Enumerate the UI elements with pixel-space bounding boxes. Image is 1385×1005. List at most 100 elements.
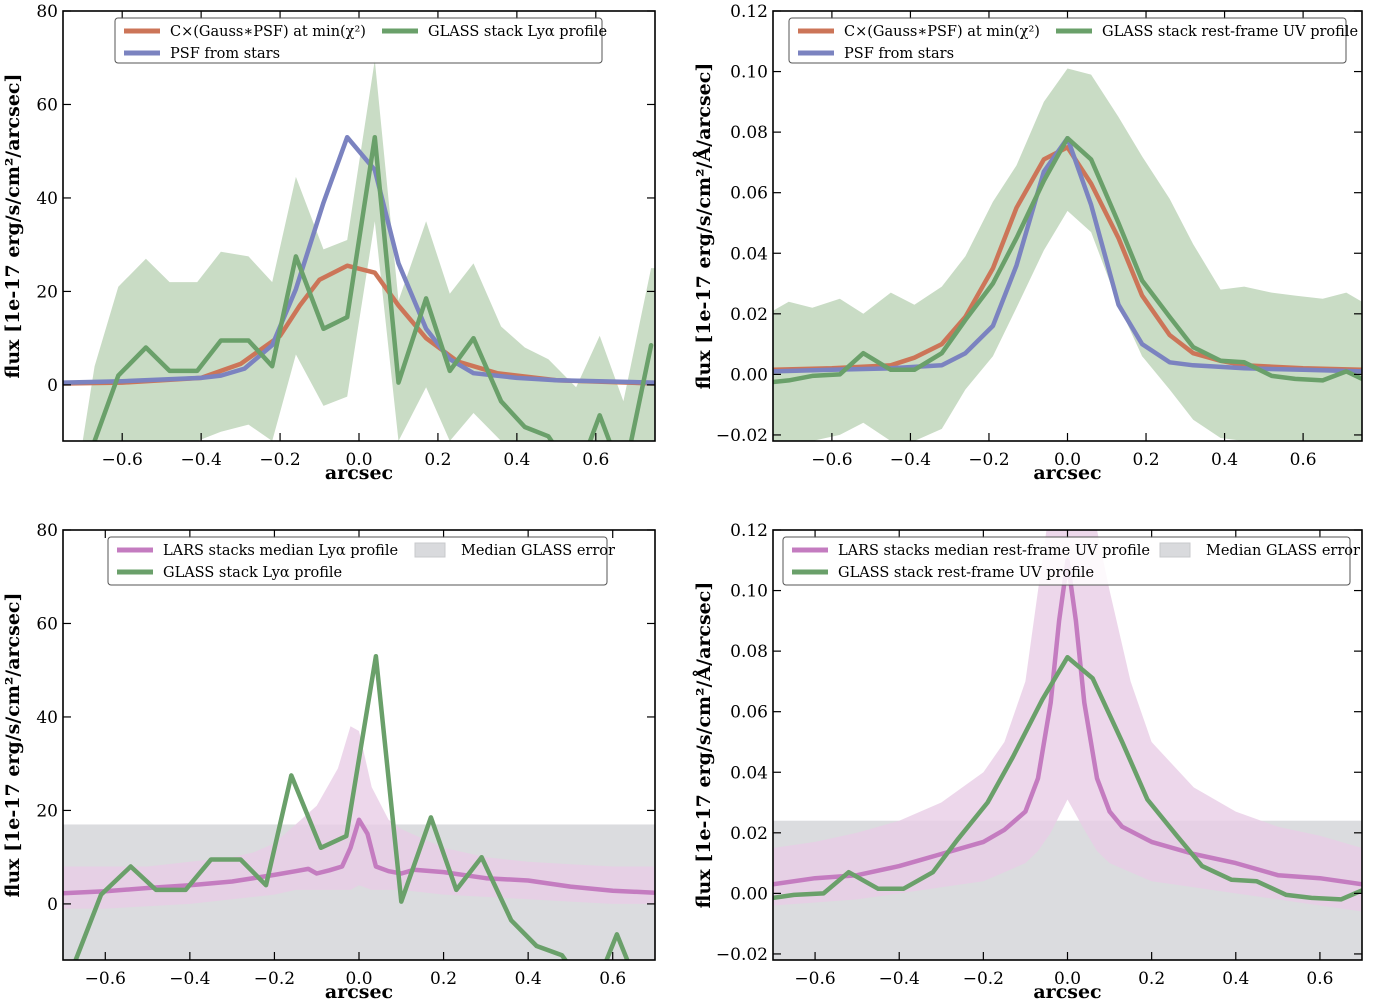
legend-label: LARS stacks median Lyα profile (163, 543, 398, 559)
series-line-glass (773, 654, 1362, 902)
legend: LARS stacks median Lyα profile GLASS stac… (107, 536, 615, 586)
y-axis-label: flux [1e-17 erg/s/cm²/arcsec] (2, 74, 24, 379)
legend-box (788, 17, 1347, 64)
y-tick-label: −0.02 (716, 426, 768, 446)
y-tick-label: 20 (36, 282, 58, 302)
y-tick-label: 80 (36, 2, 58, 22)
x-tick-label: 0.0 (1054, 969, 1081, 989)
panel-uv-lars: −0.6 −0.4 −0.2 0.0 0.2 0.4 0.6 −0.02 0.00 0.02 0.0… (692, 521, 1363, 1003)
legend: C×(Gauss∗PSF) at min(χ²) PSF from stars GL… (114, 17, 607, 64)
plot-area (63, 653, 655, 960)
x-tick-label: −0.6 (102, 450, 143, 470)
y-tick-label: 0.06 (730, 184, 768, 204)
y-tick-label: −0.02 (716, 945, 768, 965)
y-tick-label: 20 (36, 801, 58, 821)
x-tick-label: 0.6 (1290, 450, 1317, 470)
uncertainty-band-0 (773, 68, 1362, 441)
y-axis-label: flux [1e-17 erg/s/cm²/Å/arcsec] (692, 63, 715, 390)
x-tick-label: 0.6 (1306, 969, 1333, 989)
legend-swatch (414, 542, 446, 558)
x-tick-label: −0.4 (169, 969, 210, 989)
x-tick-label: −0.6 (794, 969, 835, 989)
panel-lya-model: −0.6 −0.4 −0.2 0.0 0.2 0.4 0.6 0 20 40 60 80 arcsec f… (2, 2, 656, 484)
x-tick-label: −0.2 (968, 450, 1009, 470)
x-tick-label: 0.4 (503, 450, 530, 470)
x-tick-label: −0.4 (879, 969, 920, 989)
x-tick-label: 0.0 (345, 969, 372, 989)
y-tick-label: 0.00 (730, 884, 768, 904)
x-tick-label: 0.0 (345, 450, 372, 470)
uncertainty-band-0 (63, 726, 655, 909)
y-axis-label: flux [1e-17 erg/s/cm²/Å/arcsec] (692, 582, 715, 909)
x-tick-label: 0.0 (1054, 450, 1081, 470)
y-tick-label: 80 (36, 521, 58, 541)
x-tick-label: −0.4 (180, 450, 221, 470)
legend-label: GLASS stack Lyα profile (163, 565, 342, 581)
y-tick-label: 0.04 (730, 763, 768, 783)
x-tick-label: 0.4 (515, 969, 542, 989)
series-line-lars (773, 558, 1362, 887)
y-tick-label: 60 (36, 95, 58, 115)
series-line-glass (73, 653, 630, 960)
x-tick-label: −0.4 (890, 450, 931, 470)
y-tick-label: 0.02 (730, 305, 768, 325)
x-tick-label: −0.2 (963, 969, 1004, 989)
x-tick-label: −0.6 (85, 969, 126, 989)
y-tick-label: 0.08 (730, 123, 768, 143)
plot-area (773, 530, 1362, 960)
x-axis-label: arcsec (1033, 462, 1101, 484)
y-tick-label: 0.02 (730, 824, 768, 844)
legend-label: GLASS stack Lyα profile (428, 24, 607, 40)
y-tick-label: 0.00 (730, 365, 768, 385)
plot-area (63, 60, 655, 441)
x-tick-label: 0.4 (1211, 450, 1238, 470)
y-tick-label: 0.12 (730, 521, 768, 541)
y-tick-label: 60 (36, 614, 58, 634)
x-tick-label: 0.2 (1138, 969, 1165, 989)
legend: C×(Gauss∗PSF) at min(χ²) PSF from stars GL… (788, 17, 1358, 64)
series-line-glass (92, 134, 654, 441)
legend-label: C×(Gauss∗PSF) at min(χ²) (844, 24, 1040, 40)
legend-label: LARS stacks median rest-frame UV profile (838, 543, 1150, 559)
legend-label: Median GLASS error (461, 543, 615, 559)
x-tick-label: −0.2 (254, 969, 295, 989)
y-tick-label: 0.10 (730, 582, 768, 602)
legend-swatch (1159, 542, 1191, 558)
y-tick-label: 40 (36, 708, 58, 728)
x-tick-label: 0.2 (424, 450, 451, 470)
x-tick-label: −0.2 (259, 450, 300, 470)
y-tick-label: 0.04 (730, 244, 768, 264)
legend-box (114, 17, 603, 64)
y-tick-label: 40 (36, 189, 58, 209)
x-tick-label: −0.6 (811, 450, 852, 470)
y-tick-label: 0.08 (730, 642, 768, 662)
legend-label: PSF from stars (170, 46, 280, 62)
x-tick-label: 0.6 (599, 969, 626, 989)
x-tick-label: 0.6 (582, 450, 609, 470)
panel-uv-model: −0.6 −0.4 −0.2 0.0 0.2 0.4 0.6 −0.02 0.00 0.02 0.0… (692, 2, 1363, 484)
y-tick-label: 0.10 (730, 63, 768, 83)
x-axis-label: arcsec (1033, 981, 1101, 1003)
legend-label: PSF from stars (844, 46, 954, 62)
x-axis-label: arcsec (325, 462, 393, 484)
y-tick-label: 0 (47, 376, 58, 396)
legend-label: C×(Gauss∗PSF) at min(χ²) (170, 24, 366, 40)
legend-box (107, 536, 608, 586)
x-tick-label: 0.2 (430, 969, 457, 989)
y-axis-label: flux [1e-17 erg/s/cm²/arcsec] (2, 593, 24, 898)
x-axis-label: arcsec (325, 981, 393, 1003)
legend-label: Median GLASS error (1206, 543, 1360, 559)
panel-lya-lars: −0.6 −0.4 −0.2 0.0 0.2 0.4 0.6 0 20 40 60 80 arcsec f… (2, 521, 656, 1003)
x-tick-label: 0.2 (1133, 450, 1160, 470)
series-line-glass (773, 135, 1362, 385)
plot-area (773, 68, 1362, 441)
legend-label: GLASS stack rest-frame UV profile (1102, 24, 1358, 40)
legend-label: GLASS stack rest-frame UV profile (838, 565, 1094, 581)
legend-box (782, 536, 1351, 586)
uncertainty-band-0 (773, 530, 1362, 912)
x-tick-label: 0.4 (1222, 969, 1249, 989)
series-line-model (63, 263, 655, 386)
legend: LARS stacks median rest-frame UV profile… (782, 536, 1360, 586)
y-tick-label: 0 (47, 895, 58, 915)
